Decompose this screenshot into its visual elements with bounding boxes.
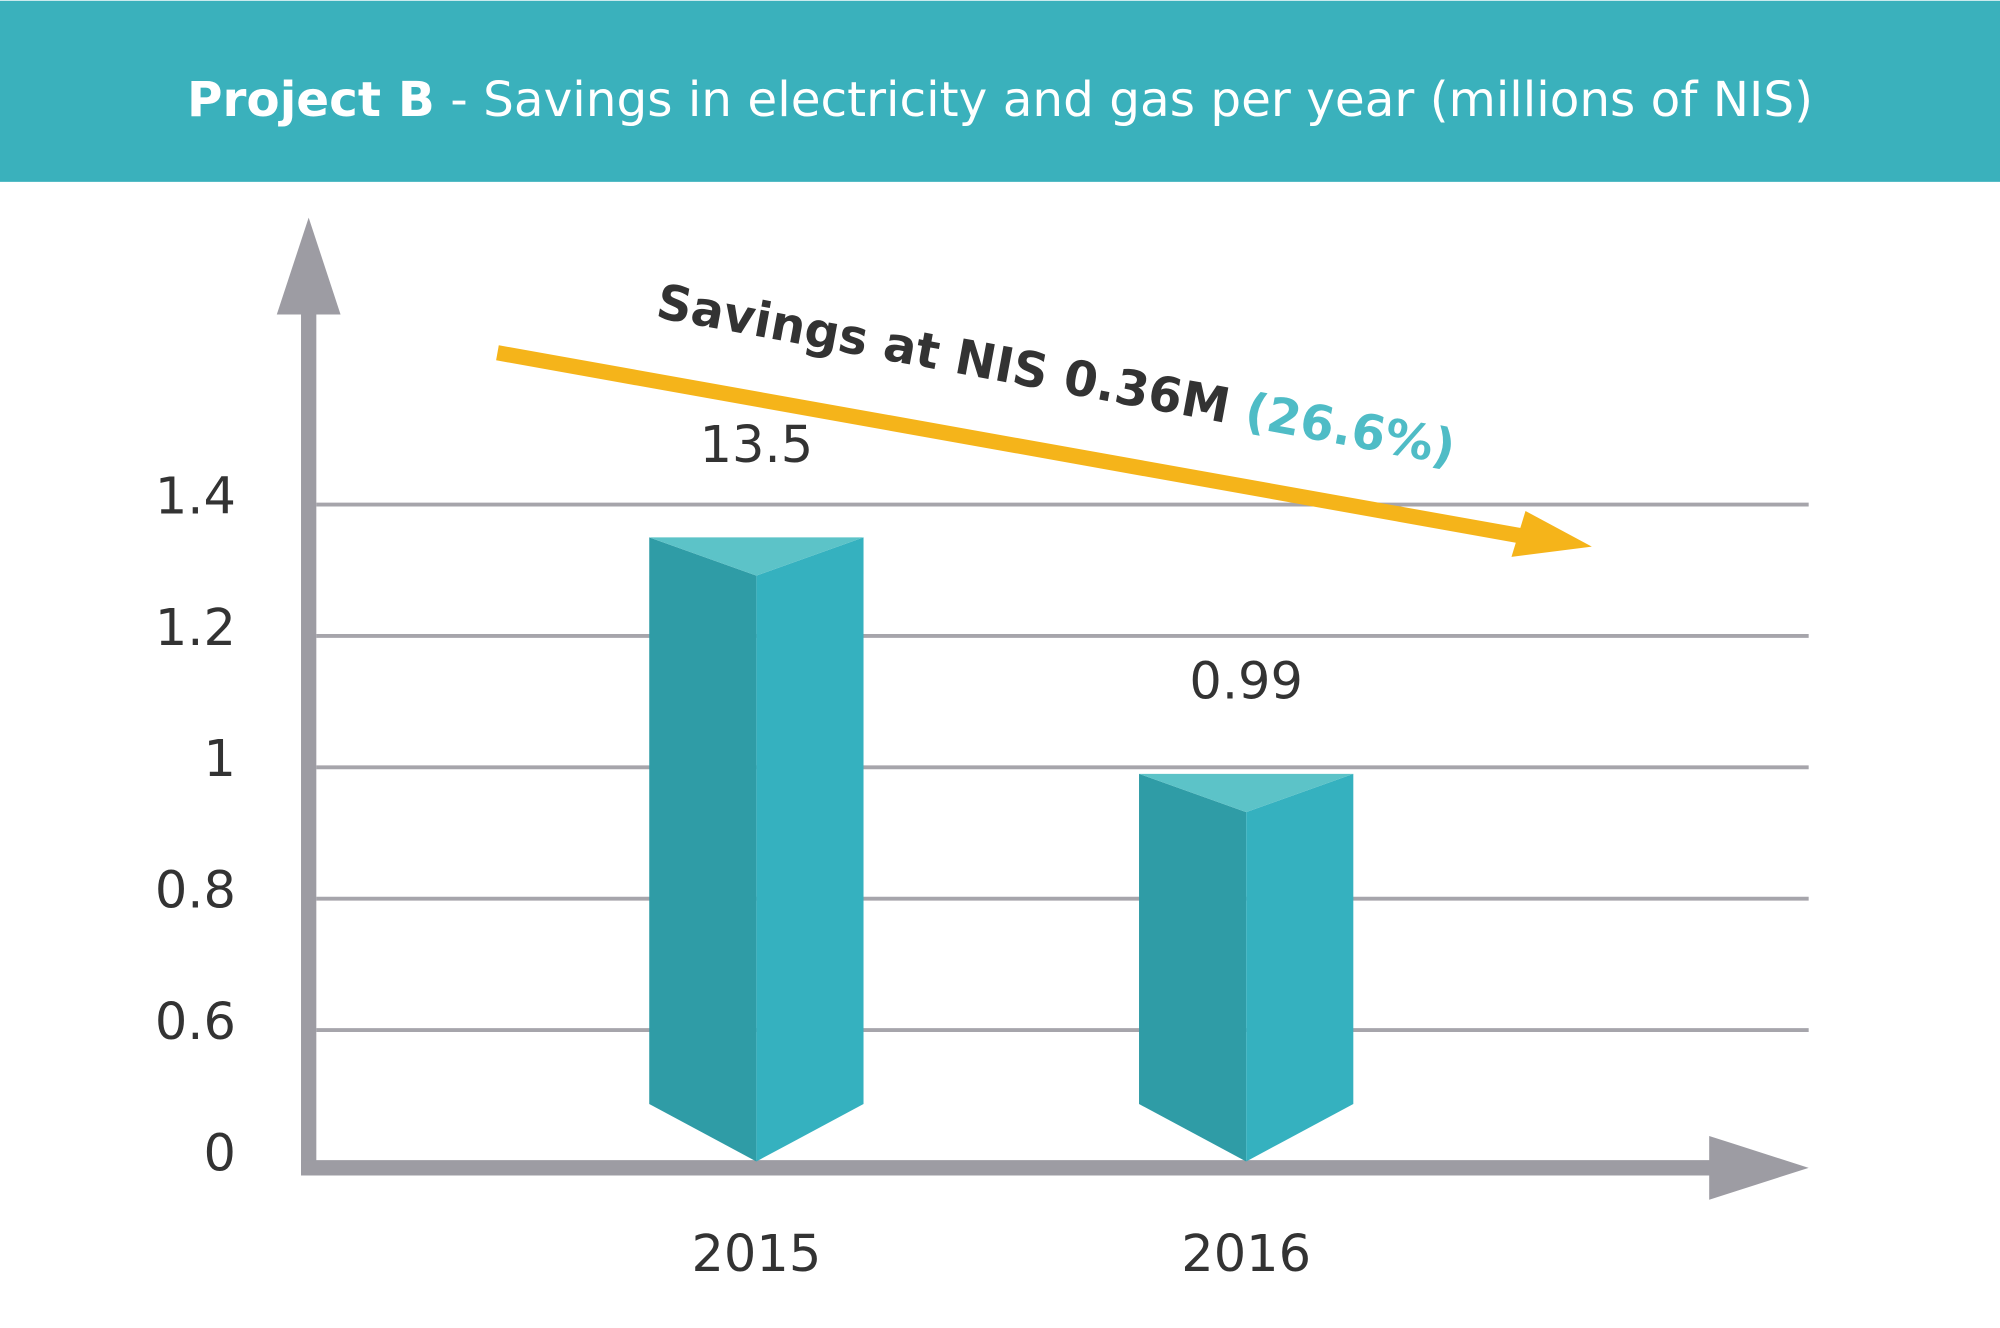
header-band xyxy=(0,0,2000,182)
data-label: 13.5 xyxy=(700,416,814,475)
y-tick-label: 0.6 xyxy=(155,993,236,1052)
bar-right-face xyxy=(756,537,864,1162)
y-tick-label: 0 xyxy=(204,1124,236,1183)
x-axis-arrow xyxy=(1709,1135,1809,1200)
y-axis-arrow xyxy=(276,217,341,315)
chart-title: Project B - Savings in electricity and g… xyxy=(187,72,1813,128)
trend-arrow xyxy=(496,345,1526,544)
y-tick-label: 1 xyxy=(204,730,236,789)
x-tick-label: 2016 xyxy=(1181,1225,1311,1284)
title-rest: - Savings in electricity and gas per yea… xyxy=(450,72,1813,128)
bar-right-face xyxy=(1246,773,1354,1162)
bar-top-face xyxy=(1139,773,1354,813)
annotation-percent: (26.6%) xyxy=(1241,383,1460,477)
annotation-text: Savings at NIS 0.36M xyxy=(652,274,1234,435)
title-bold: Project B xyxy=(187,72,435,128)
y-tick-label: 1.2 xyxy=(155,599,236,658)
trend-arrow-head xyxy=(1511,510,1592,557)
data-label: 0.99 xyxy=(1189,653,1303,712)
bar-top-face xyxy=(649,537,864,576)
y-tick-label: 1.4 xyxy=(155,467,236,526)
bar-left-face xyxy=(1139,773,1247,1162)
bar-left-face xyxy=(649,537,757,1162)
y-tick-label: 0.8 xyxy=(155,862,236,921)
x-tick-label: 2015 xyxy=(691,1225,821,1284)
